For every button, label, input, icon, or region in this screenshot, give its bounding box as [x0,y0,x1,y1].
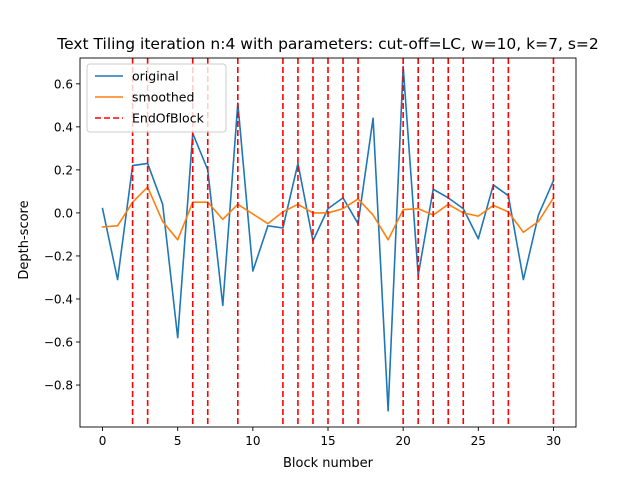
legend-label-EndOfBlock: EndOfBlock [132,111,205,126]
legend-label-smoothed: smoothed [132,90,194,105]
y-tick-label: 0.4 [54,120,73,134]
x-tick-label: 30 [546,434,561,448]
y-tick-label: 0.6 [54,77,73,91]
legend-box [86,63,227,133]
x-axis-label: Block number [283,456,374,471]
x-tick-label: 15 [320,434,335,448]
x-tick-label: 10 [245,434,260,448]
y-tick-label: 0.2 [54,163,73,177]
legend: original smoothed EndOfBlock [86,63,227,133]
y-tick-label: −0.8 [44,379,73,393]
x-tick-label: 25 [471,434,486,448]
x-tick-label: 20 [396,434,411,448]
legend-label-original: original [132,69,179,84]
y-axis-label: Depth-score [17,200,32,279]
y-tick-label: −0.4 [44,292,73,306]
series-line-original [101,65,555,412]
plot-content [101,58,555,427]
y-tick-label: −0.2 [44,249,73,263]
y-tick-label: −0.6 [44,336,73,350]
axes: 0 5 10 15 20 25 30 −0.8 −0.6 −0.4 −0.2 0.0 0.2 0.4 0.6 [44,57,577,448]
x-tick-label: 5 [174,434,182,448]
plot-area [101,58,555,427]
x-tick-label: 0 [99,434,107,448]
chart-title: Text Tiling iteration n:4 with parameter… [56,35,599,53]
y-tick-label: 0.0 [54,206,73,220]
